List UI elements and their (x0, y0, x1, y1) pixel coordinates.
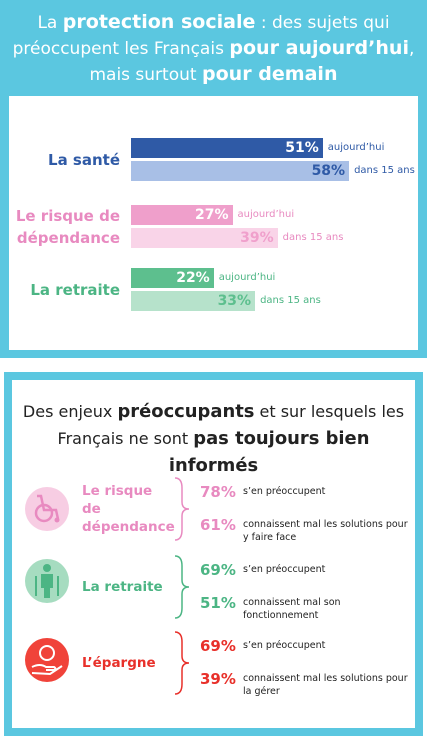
series-label: aujourd’hui (327, 142, 385, 153)
top-title: La protection sociale : des sujets qui p… (10, 10, 417, 88)
brace-path (174, 631, 190, 695)
bar: 58% (131, 161, 350, 181)
title-part: pour demain (201, 63, 338, 85)
value-label: 22% (176, 270, 210, 286)
icon-dependance (25, 487, 69, 531)
title-part: La (37, 13, 63, 33)
title-part: Des enjeux (22, 402, 118, 421)
series-label: dans 15 ans (260, 295, 321, 306)
bar: 22% (131, 268, 214, 288)
item-text: connaissent mal les solutions pour la gé… (243, 673, 408, 697)
category-label: Le risque de dépendance (15, 207, 120, 247)
series-label: dans 15 ans (282, 232, 344, 243)
value-label: 51% (285, 140, 319, 156)
brace (174, 631, 190, 695)
brace-path (174, 477, 190, 541)
item-text: connaissent mal son fonctionnement (243, 597, 341, 621)
item-percent: 69% (200, 637, 236, 655)
bar: 27% (131, 205, 233, 225)
title-part: , mais surtout (89, 39, 415, 85)
value-label: 58% (311, 163, 346, 179)
icon-epargne (25, 638, 69, 682)
item-text: s’en préoccupent (243, 564, 326, 575)
bottom-panel (4, 372, 423, 736)
bar: 33% (131, 291, 256, 311)
category-label: La santé (48, 151, 120, 169)
bottom-title: Des enjeux préoccupants et sur lesquels … (14, 398, 413, 479)
brace (174, 555, 190, 619)
item-percent: 78% (200, 483, 236, 501)
item-label: L’épargne (82, 655, 156, 671)
bar: 39% (131, 228, 278, 248)
item-percent: 51% (200, 594, 236, 612)
value-label: 27% (195, 207, 229, 223)
title-part: et sur lesquels les Français ne sont (57, 402, 405, 448)
brace-path (174, 555, 190, 619)
item-text: connaissent mal les solutions pour y fai… (243, 519, 408, 543)
bar: 51% (131, 138, 323, 158)
series-label: aujourd’hui (218, 272, 276, 283)
value-label: 39% (240, 230, 274, 246)
brace (174, 477, 190, 541)
title-part: pas toujours bien informés (168, 428, 370, 476)
item-label: La retraite (82, 579, 163, 595)
title-part: préoccupants (117, 401, 255, 422)
title-part: protection sociale (62, 11, 256, 33)
item-text: s’en préoccupent (243, 640, 326, 651)
icon-retraite (25, 559, 69, 603)
item-label: Le risque de dépendance (82, 483, 175, 535)
title-part: pour aujourd’hui (229, 37, 409, 59)
series-label: dans 15 ans (354, 165, 415, 176)
value-label: 33% (217, 293, 252, 309)
item-percent: 61% (200, 516, 236, 534)
title-part: : des sujets qui préoccupent les Françai… (12, 13, 390, 59)
item-text: s’en préoccupent (243, 486, 326, 497)
item-percent: 69% (200, 561, 236, 579)
item-percent: 39% (200, 670, 236, 688)
series-label: aujourd’hui (237, 209, 295, 220)
category-label: La retraite (30, 281, 120, 299)
